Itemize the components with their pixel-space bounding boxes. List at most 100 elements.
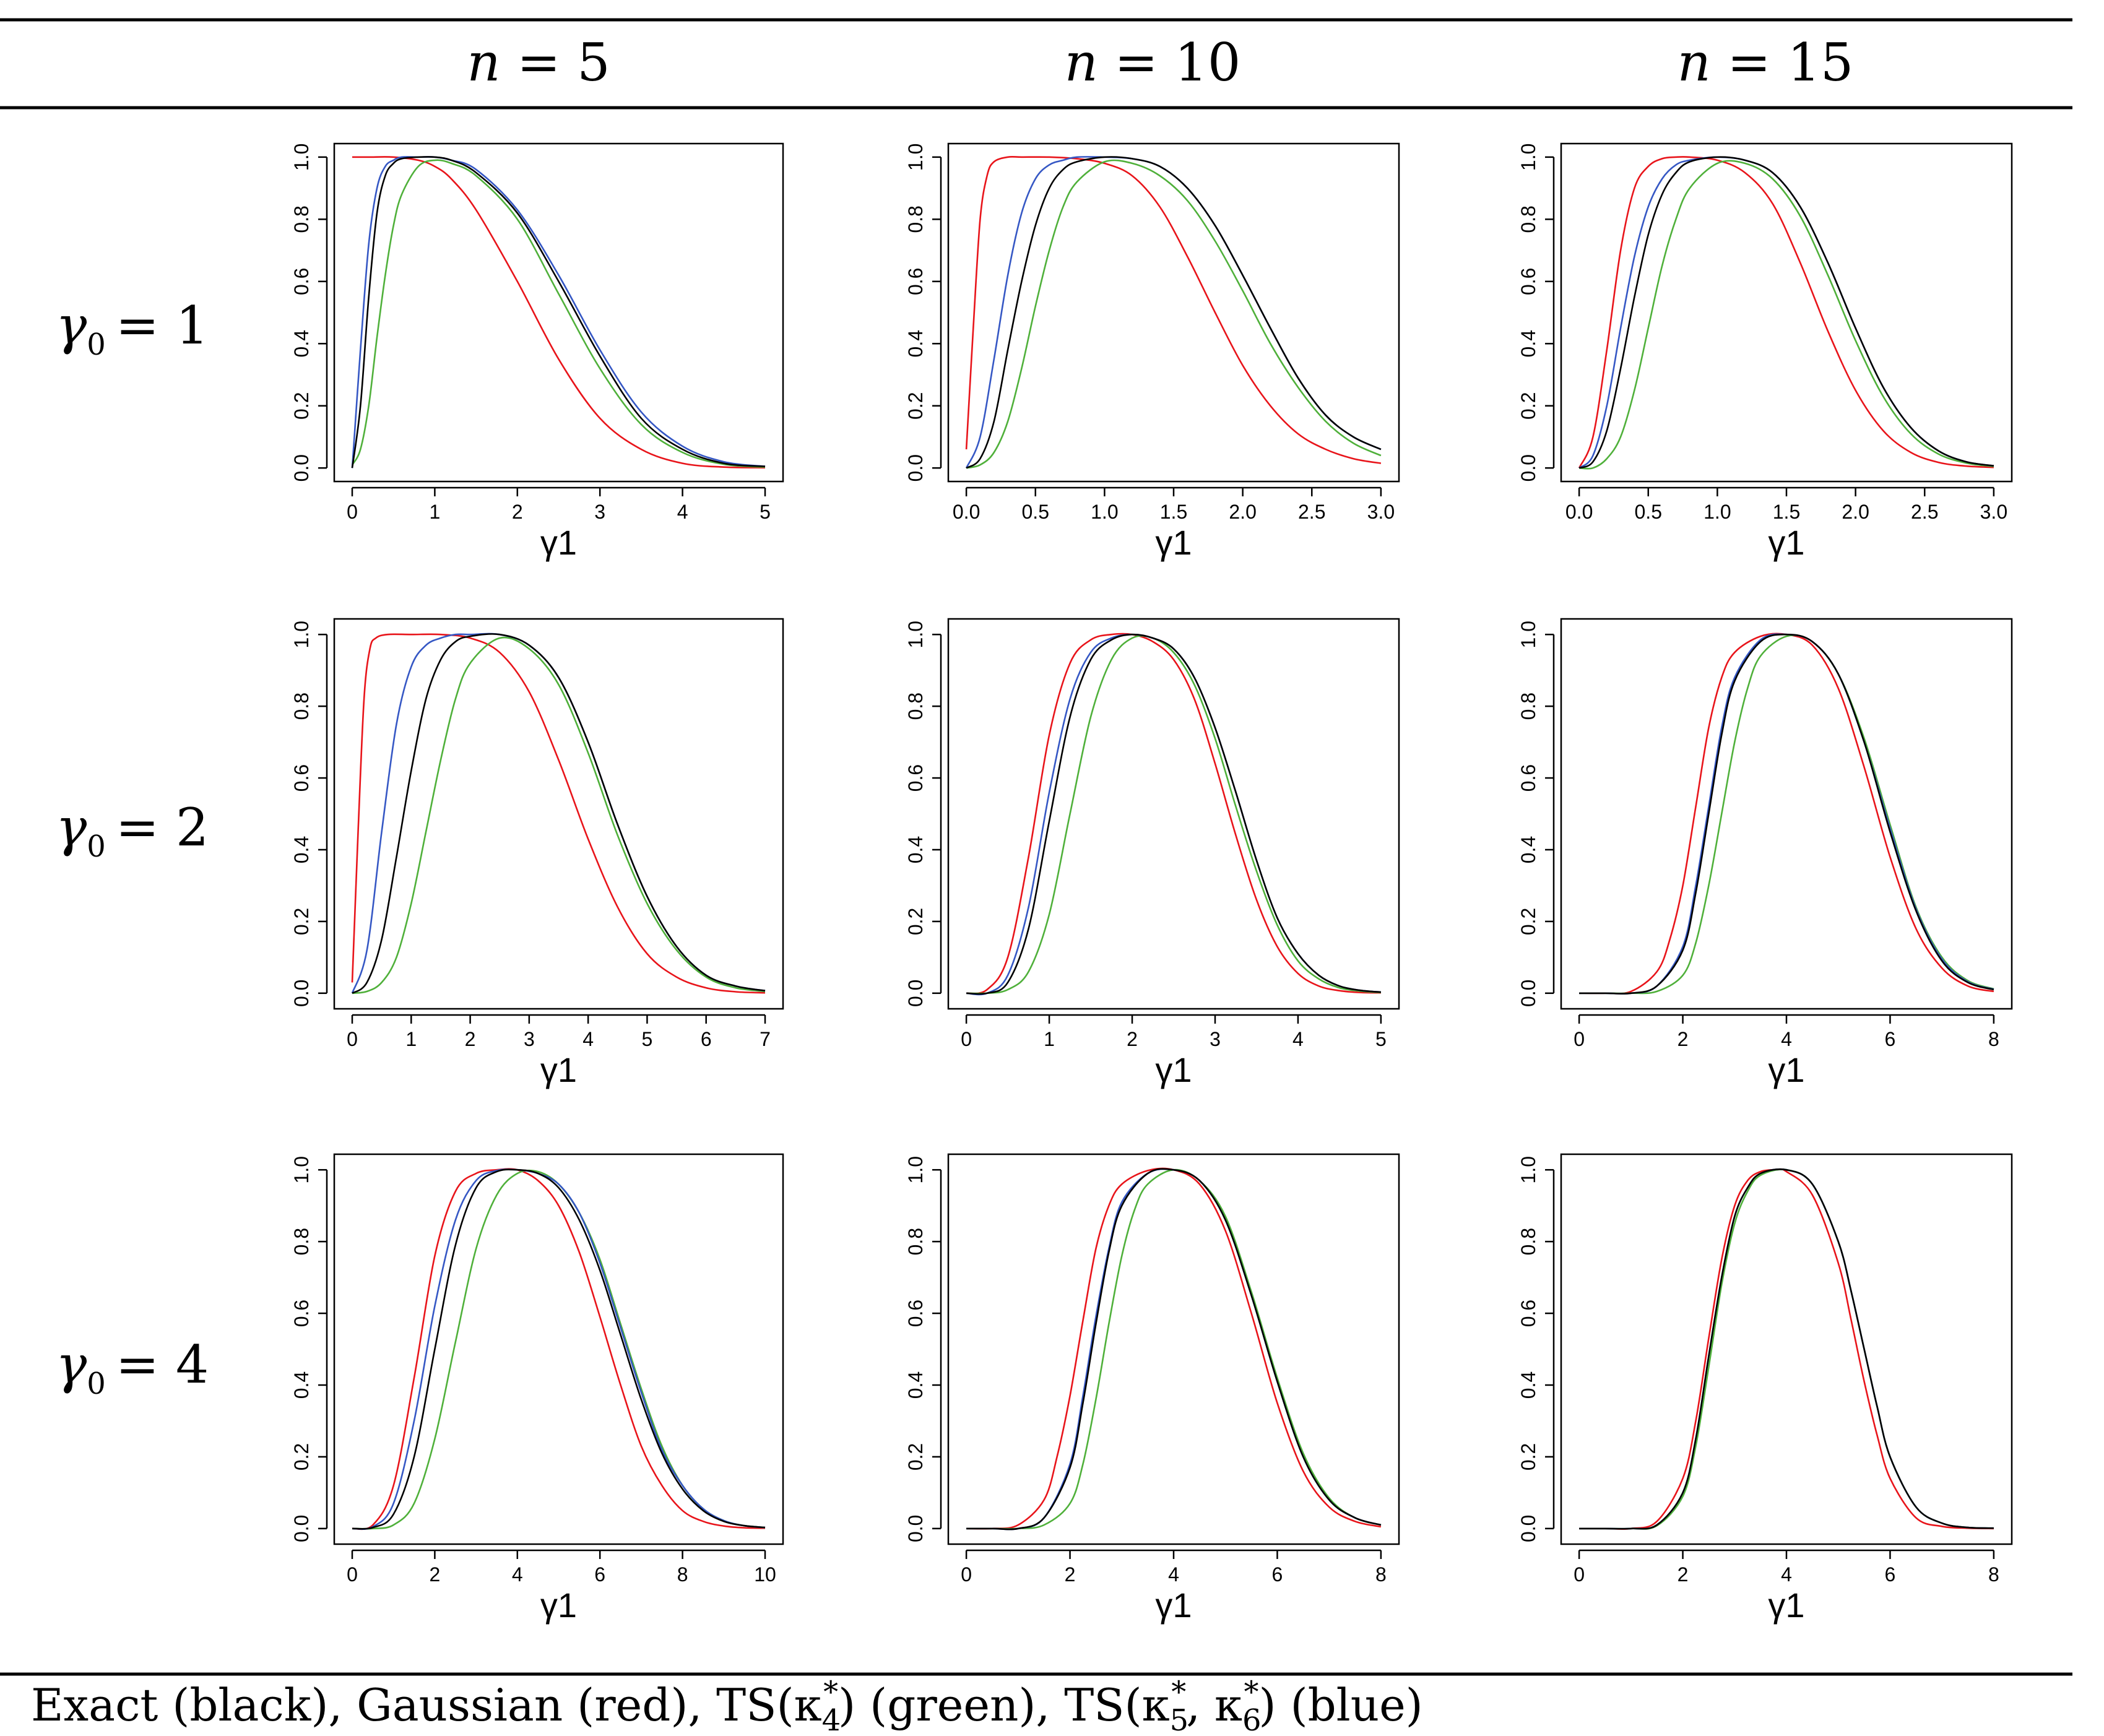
y-tick-label: 0.8	[904, 1228, 927, 1255]
chart-panel-r1c2: 0 2 4 6 8 γ1 0.0 0.2 0.4 0.6 0.8 1.0	[1517, 618, 2013, 1089]
series-line-ts56	[1579, 1168, 1994, 1530]
x-tick-label: 1	[405, 1028, 417, 1050]
legend-caption: Exact (black), Gaussian (red), TS(κ4*) (…	[31, 1675, 1423, 1736]
x-tick-label: 4	[1781, 1028, 1792, 1050]
series-line-ts56	[966, 1168, 1382, 1531]
y-tick-label: 0.6	[904, 268, 927, 295]
x-tick-label: 2	[1065, 1563, 1076, 1586]
x-tick-label: 0	[961, 1028, 972, 1050]
series-line-ts56	[351, 633, 766, 994]
series-line-gaussian	[1579, 1168, 1994, 1530]
y-tick-label: 0.2	[904, 1443, 927, 1470]
y-tick-label: 0.8	[904, 693, 927, 720]
row-header-g1: γ0 = 1	[56, 295, 209, 362]
chart-panel-r0c2: 0.0 0.5 1.0 1.5 2.0 2.5 3.0 γ1 0.0 0.2 0.4 0.6 0.8 1.…	[1517, 142, 2013, 562]
x-axis-label: γ1	[1155, 1586, 1192, 1625]
series-line-ts4	[352, 636, 766, 995]
plot-frame	[333, 142, 784, 483]
y-tick-label: 1.0	[290, 1156, 313, 1183]
x-tick-label: 8	[1988, 1028, 1999, 1050]
series-line-gaussian	[966, 1167, 1382, 1530]
series-line-ts4	[1579, 160, 1994, 470]
x-axis: 0.0 0.5 1.0 1.5 2.0 2.5 3.0	[953, 486, 1395, 523]
plot-frame	[1560, 618, 2013, 1010]
y-tick-label: 1.0	[290, 621, 313, 648]
x-tick-label: 4	[1168, 1563, 1179, 1586]
x-tick-label: 2	[512, 501, 523, 523]
chart-panel-r1c1: 0 1 2 3 4 5 γ1 0.0 0.2 0.4 0.6 0.8 1.0	[904, 618, 1400, 1089]
y-tick-label: 0.0	[1517, 454, 1539, 482]
series-line-exact	[966, 633, 1382, 995]
x-tick-label: 2	[465, 1028, 476, 1050]
y-tick-label: 0.2	[1517, 392, 1539, 419]
x-tick-label: 7	[760, 1028, 771, 1050]
x-tick-label: 0.5	[1635, 501, 1662, 523]
x-axis: 0 2 4 6 8	[961, 1549, 1387, 1586]
y-axis: 0.0 0.2 0.4 0.6 0.8 1.0	[1517, 144, 1555, 482]
x-tick-label: 6	[701, 1028, 712, 1050]
x-axis-label: γ1	[540, 523, 577, 562]
series-line-ts56	[965, 156, 1382, 469]
chart-panel-r0c1: 0.0 0.5 1.0 1.5 2.0 2.5 3.0 γ1 0.0 0.2 0.4 0.6 0.8 1.…	[904, 142, 1400, 562]
series-line-gaussian	[352, 156, 766, 469]
y-tick-label: 0.2	[904, 908, 927, 935]
y-tick-label: 0.4	[904, 330, 927, 357]
y-tick-label: 0.8	[290, 693, 313, 720]
series-line-ts56	[1578, 156, 1994, 469]
x-tick-label: 2	[1678, 1563, 1689, 1586]
y-tick-label: 1.0	[290, 144, 313, 171]
x-tick-label: 5	[1375, 1028, 1387, 1050]
x-tick-label: 5	[642, 1028, 653, 1050]
y-tick-label: 0.2	[1517, 908, 1539, 935]
x-tick-label: 10	[754, 1563, 776, 1586]
y-tick-label: 0.0	[290, 1515, 313, 1542]
y-tick-label: 1.0	[904, 144, 927, 171]
y-tick-label: 1.0	[1517, 144, 1539, 171]
x-tick-label: 2	[1678, 1028, 1689, 1050]
y-axis: 0.0 0.2 0.4 0.6 0.8 1.0	[290, 621, 328, 1007]
chart-panel-r2c2: 0 2 4 6 8 γ1 0.0 0.2 0.4 0.6 0.8 1.0	[1517, 1153, 2013, 1625]
x-tick-label: 2.5	[1911, 501, 1938, 523]
x-tick-label: 0.0	[1565, 501, 1593, 523]
y-tick-label: 0.4	[1517, 330, 1539, 357]
x-tick-label: 1.5	[1773, 501, 1800, 523]
chart-panel-r2c1: 0 2 4 6 8 γ1 0.0 0.2 0.4 0.6 0.8 1.0	[904, 1153, 1400, 1625]
y-tick-label: 0.2	[904, 392, 927, 419]
x-tick-label: 4	[512, 1563, 523, 1586]
x-axis-label: γ1	[540, 1586, 577, 1625]
x-tick-label: 2	[1127, 1028, 1138, 1050]
series-line-ts4	[1579, 1168, 1994, 1530]
y-tick-label: 1.0	[904, 621, 927, 648]
series-line-ts4	[966, 1168, 1382, 1530]
series-line-exact	[966, 156, 1382, 469]
row-header-g2: γ0 = 2	[56, 797, 209, 864]
y-tick-label: 0.0	[1517, 980, 1539, 1007]
col-header-n5: n = 5	[467, 32, 610, 93]
series-line-gaussian	[1579, 633, 1994, 995]
x-tick-label: 5	[760, 501, 771, 523]
x-tick-label: 1	[1044, 1028, 1055, 1050]
plot-frame	[947, 1153, 1400, 1545]
y-tick-label: 0.6	[1517, 1300, 1539, 1327]
x-tick-label: 2.0	[1842, 501, 1869, 523]
y-tick-label: 0.6	[904, 1300, 927, 1327]
series-line-exact	[352, 633, 766, 994]
plot-frame	[1560, 1153, 2013, 1545]
y-tick-label: 1.0	[1517, 621, 1539, 648]
y-tick-label: 0.8	[1517, 1228, 1539, 1255]
series-line-ts4	[352, 1169, 766, 1530]
y-tick-label: 0.8	[290, 205, 313, 233]
x-tick-label: 2.0	[1229, 501, 1256, 523]
y-tick-label: 0.8	[904, 205, 927, 233]
y-axis: 0.0 0.2 0.4 0.6 0.8 1.0	[290, 1156, 328, 1542]
series-line-exact	[1579, 633, 1994, 995]
series-line-exact	[352, 1168, 766, 1530]
series-line-exact	[1578, 156, 1994, 469]
x-tick-label: 6	[1272, 1563, 1283, 1586]
series-line-gaussian	[352, 1168, 766, 1531]
y-tick-label: 0.4	[1517, 836, 1539, 863]
x-tick-label: 0.5	[1022, 501, 1049, 523]
series-line-exact	[966, 1168, 1382, 1531]
x-axis: 0.0 0.5 1.0 1.5 2.0 2.5 3.0	[1565, 486, 2007, 523]
y-tick-label: 0.4	[904, 836, 927, 863]
